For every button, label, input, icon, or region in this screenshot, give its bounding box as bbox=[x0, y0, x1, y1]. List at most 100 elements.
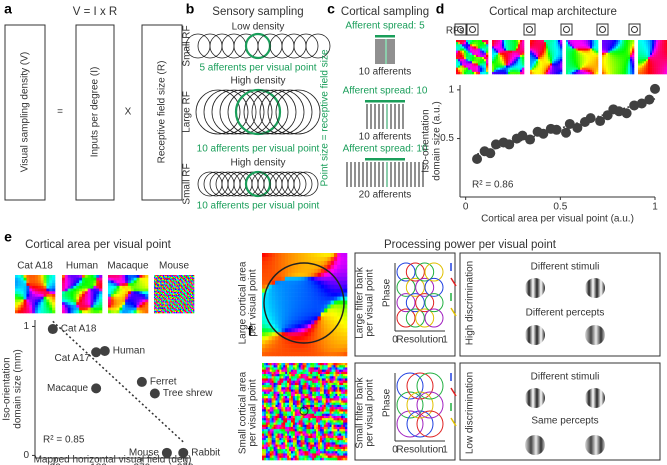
map-pixel bbox=[472, 44, 474, 46]
map-pixel bbox=[268, 394, 270, 397]
panel-label: c bbox=[327, 1, 335, 17]
map-pixel bbox=[494, 42, 496, 44]
map-pixel bbox=[548, 68, 550, 70]
map-pixel bbox=[550, 55, 552, 57]
map-pixel bbox=[24, 308, 27, 311]
map-pixel bbox=[664, 44, 666, 46]
map-pixel bbox=[32, 297, 35, 300]
map-pixel bbox=[576, 40, 578, 42]
map-pixel bbox=[512, 66, 514, 68]
map-pixel bbox=[52, 294, 55, 297]
map-pixel bbox=[272, 389, 274, 392]
map-pixel bbox=[62, 299, 65, 302]
map-pixel bbox=[552, 44, 554, 46]
map-pixel bbox=[125, 278, 128, 281]
map-pixel bbox=[49, 278, 52, 281]
map-pixel bbox=[265, 336, 269, 340]
map-pixel bbox=[93, 289, 96, 292]
map-pixel bbox=[327, 277, 331, 281]
map-pixel bbox=[314, 269, 318, 273]
map-pixel bbox=[584, 44, 586, 46]
map-pixel bbox=[276, 370, 278, 373]
map-pixel bbox=[558, 68, 560, 70]
map-pixel bbox=[262, 438, 264, 441]
map-pixel bbox=[91, 310, 94, 313]
map-pixel bbox=[264, 394, 266, 397]
map-pixel bbox=[506, 46, 508, 48]
map-pixel bbox=[269, 328, 273, 332]
map-pixel bbox=[331, 312, 335, 316]
map-pixel bbox=[504, 40, 506, 42]
map-pixel bbox=[572, 72, 574, 74]
map-pixel bbox=[82, 289, 85, 292]
map-pixel bbox=[582, 57, 584, 59]
map-pixel bbox=[276, 385, 278, 388]
side-note: Point size = receptive field size bbox=[320, 49, 331, 186]
map-pixel bbox=[21, 291, 24, 294]
map-pixel bbox=[324, 308, 328, 312]
map-pixel bbox=[277, 389, 279, 392]
map-pixel bbox=[574, 63, 576, 65]
map-pixel bbox=[486, 42, 488, 44]
map-pixel bbox=[534, 59, 536, 61]
map-label: Cat A18 bbox=[17, 261, 53, 272]
map-pixel bbox=[272, 440, 274, 443]
map-pixel bbox=[114, 275, 117, 278]
map-pixel bbox=[560, 49, 562, 51]
map-pixel bbox=[662, 66, 664, 68]
map-pixel bbox=[554, 42, 556, 44]
map-pixel bbox=[29, 299, 32, 302]
map-pixel bbox=[274, 427, 276, 430]
map-pixel bbox=[518, 53, 520, 55]
map-pixel bbox=[282, 312, 286, 316]
map-pixel bbox=[344, 344, 348, 348]
map-pixel bbox=[301, 324, 305, 328]
map-pixel bbox=[79, 275, 82, 278]
map-pixel bbox=[275, 289, 279, 293]
map-pixel bbox=[128, 297, 131, 300]
map-pixel bbox=[646, 59, 648, 61]
map-pixel bbox=[272, 447, 274, 450]
map-pixel bbox=[334, 305, 338, 309]
map-pixel bbox=[278, 305, 282, 309]
map-pixel bbox=[99, 302, 102, 305]
map-pixel bbox=[49, 302, 52, 305]
map-pixel bbox=[520, 72, 522, 74]
map-pixel bbox=[114, 283, 117, 286]
map-pixel bbox=[108, 278, 111, 281]
map-pixel bbox=[266, 392, 268, 395]
map-pixel bbox=[276, 425, 278, 428]
map-pixel bbox=[145, 302, 148, 305]
map-pixel bbox=[270, 363, 272, 366]
map-pixel bbox=[15, 275, 18, 278]
map-pixel bbox=[510, 57, 512, 59]
map-pixel bbox=[500, 49, 502, 51]
map-pixel bbox=[486, 53, 488, 55]
map-pixel bbox=[516, 68, 518, 70]
map-pixel bbox=[548, 70, 550, 72]
map-pixel bbox=[269, 289, 273, 293]
map-pixel bbox=[532, 51, 534, 53]
map-pixel bbox=[65, 299, 68, 302]
map-pixel bbox=[610, 49, 612, 51]
map-pixel bbox=[134, 280, 137, 283]
map-pixel bbox=[269, 285, 273, 289]
map-pixel bbox=[314, 289, 318, 293]
map-pixel bbox=[508, 63, 510, 65]
map-pixel bbox=[308, 312, 312, 316]
map-pixel bbox=[145, 275, 148, 278]
map-pixel bbox=[96, 283, 99, 286]
map-pixel bbox=[464, 63, 466, 65]
map-pixel bbox=[602, 44, 604, 46]
map-pixel bbox=[552, 66, 554, 68]
map-pixel bbox=[594, 61, 596, 63]
map-pixel bbox=[608, 44, 610, 46]
map-pixel bbox=[305, 328, 309, 332]
map-pixel bbox=[660, 46, 662, 48]
map-pixel bbox=[576, 51, 578, 53]
map-pixel bbox=[522, 63, 524, 65]
map-pixel bbox=[656, 51, 658, 53]
map-pixel bbox=[616, 51, 618, 53]
map-pixel bbox=[590, 72, 592, 74]
map-pixel bbox=[474, 57, 476, 59]
